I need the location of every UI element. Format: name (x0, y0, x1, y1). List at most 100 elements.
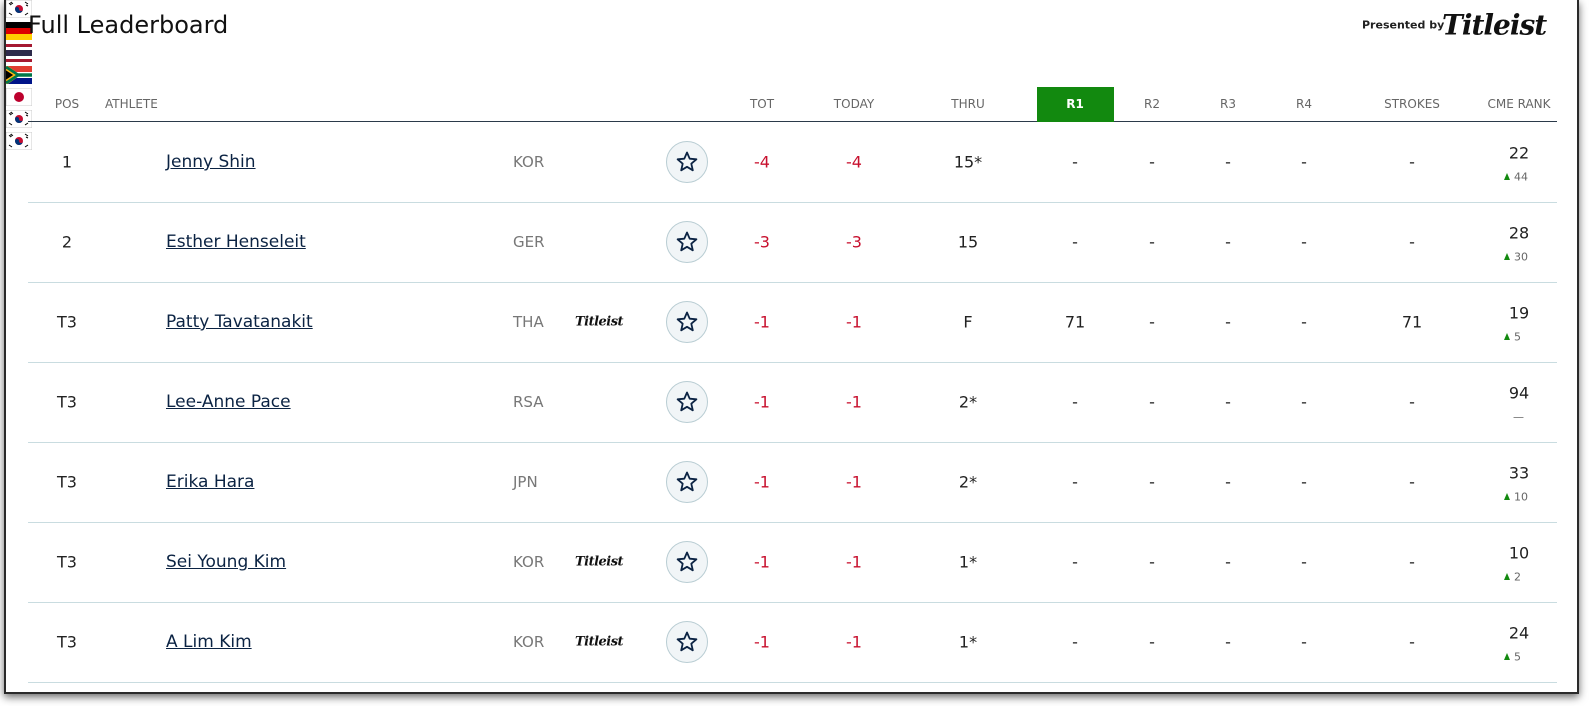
flag-icon (6, 131, 33, 151)
presented-by: Presented by (1362, 18, 1445, 32)
trend-up-icon (1504, 653, 1510, 660)
position: 2 (61, 232, 73, 252)
score-tot: -1 (754, 552, 770, 572)
row-divider (28, 282, 1557, 283)
position: T3 (57, 392, 77, 412)
favorite-button[interactable] (666, 621, 708, 663)
score-strokes: 71 (1401, 312, 1423, 332)
score-r3: - (1225, 232, 1231, 252)
cme-rank: 22 (1508, 143, 1530, 163)
row-divider (28, 442, 1557, 443)
cme-change: 44 (1514, 170, 1528, 184)
favorite-button[interactable] (666, 381, 708, 423)
star-icon (676, 551, 698, 572)
score-r4: - (1301, 232, 1307, 252)
trend-up-icon (1504, 173, 1510, 180)
score-r3: - (1225, 312, 1231, 332)
column-header: STROKES (1384, 97, 1440, 111)
score-strokes: - (1409, 392, 1415, 412)
score-thru: 15 (957, 232, 979, 252)
title: Full Leaderboard (28, 11, 229, 39)
column-header: R1 (1066, 97, 1084, 111)
athlete-name[interactable]: Erika Hara (166, 472, 255, 492)
score-r2: - (1149, 472, 1155, 492)
cme-change: 5 (1514, 330, 1521, 344)
column-header: CME RANK (1487, 97, 1551, 111)
score-r3: - (1225, 392, 1231, 412)
column-header: R2 (1144, 97, 1160, 111)
athlete-name[interactable]: Patty Tavatanakit (166, 312, 313, 332)
score-tot: -3 (754, 232, 770, 252)
star-icon (676, 631, 698, 652)
row-divider (28, 362, 1557, 363)
sponsor: Titleist (574, 554, 624, 570)
sponsor: Titleist (574, 634, 624, 650)
score-r1: - (1072, 392, 1078, 412)
flag (6, 131, 1577, 154)
score-r2: - (1149, 632, 1155, 652)
flag (6, 65, 1577, 88)
score-tot: -1 (754, 632, 770, 652)
favorite-button[interactable] (666, 301, 708, 343)
position: T3 (57, 472, 77, 492)
athlete-name[interactable]: Lee-Anne Pace (166, 392, 291, 412)
trend-up-icon (1504, 253, 1510, 260)
trend-up-icon (1504, 573, 1510, 580)
flag (6, 87, 1577, 110)
star-icon (676, 311, 698, 332)
flag-icon (6, 65, 32, 85)
position: 1 (61, 152, 73, 172)
score-r4: - (1301, 632, 1307, 652)
score-thru: 1* (958, 632, 978, 652)
score-thru: 2* (958, 392, 978, 412)
score-r4: - (1301, 472, 1307, 492)
trend-up-icon (1504, 333, 1510, 340)
position: T3 (57, 632, 77, 652)
row-divider (28, 682, 1557, 683)
position: T3 (57, 312, 77, 332)
score-r3: - (1225, 152, 1231, 172)
flag-icon (6, 87, 33, 107)
score-r4: - (1301, 392, 1307, 412)
favorite-button[interactable] (666, 461, 708, 503)
score-strokes: - (1409, 552, 1415, 572)
favorite-button[interactable] (666, 221, 708, 263)
cme-change: 10 (1514, 490, 1528, 504)
score-today: -4 (846, 152, 862, 172)
score-today: -1 (846, 392, 862, 412)
position: T3 (57, 552, 77, 572)
leaderboard: Full Leaderboard Presented by Titleist P… (4, 0, 1579, 694)
athlete-name[interactable]: Esther Henseleit (166, 232, 306, 252)
trend-up-icon (1504, 493, 1510, 500)
score-today: -1 (846, 632, 862, 652)
athlete-name[interactable]: Sei Young Kim (166, 552, 287, 572)
row-divider (28, 202, 1557, 203)
country: KOR (513, 633, 545, 651)
flag-icon (6, 44, 32, 62)
score-thru: 15* (953, 152, 983, 172)
country: THA (513, 313, 544, 331)
country: RSA (513, 393, 544, 411)
flag (6, 44, 1577, 66)
score-today: -3 (846, 232, 862, 252)
cme-change: — (1513, 410, 1524, 424)
score-tot: -4 (754, 152, 770, 172)
country: GER (513, 233, 545, 251)
cme-rank: 28 (1508, 223, 1530, 243)
flag (6, 109, 1577, 132)
column-header: R4 (1296, 97, 1312, 111)
favorite-button[interactable] (666, 141, 708, 183)
row-divider (28, 522, 1557, 523)
star-icon (676, 391, 698, 412)
column-header: R3 (1220, 97, 1236, 111)
score-r2: - (1149, 552, 1155, 572)
favorite-button[interactable] (666, 541, 708, 583)
score-r2: - (1149, 392, 1155, 412)
score-strokes: - (1409, 152, 1415, 172)
cme-rank: 10 (1508, 543, 1530, 563)
score-r1: - (1072, 552, 1078, 572)
athlete-name[interactable]: Jenny Shin (166, 152, 256, 172)
score-r1: - (1072, 232, 1078, 252)
athlete-name[interactable]: A Lim Kim (166, 632, 252, 652)
cme-rank: 24 (1508, 623, 1530, 643)
